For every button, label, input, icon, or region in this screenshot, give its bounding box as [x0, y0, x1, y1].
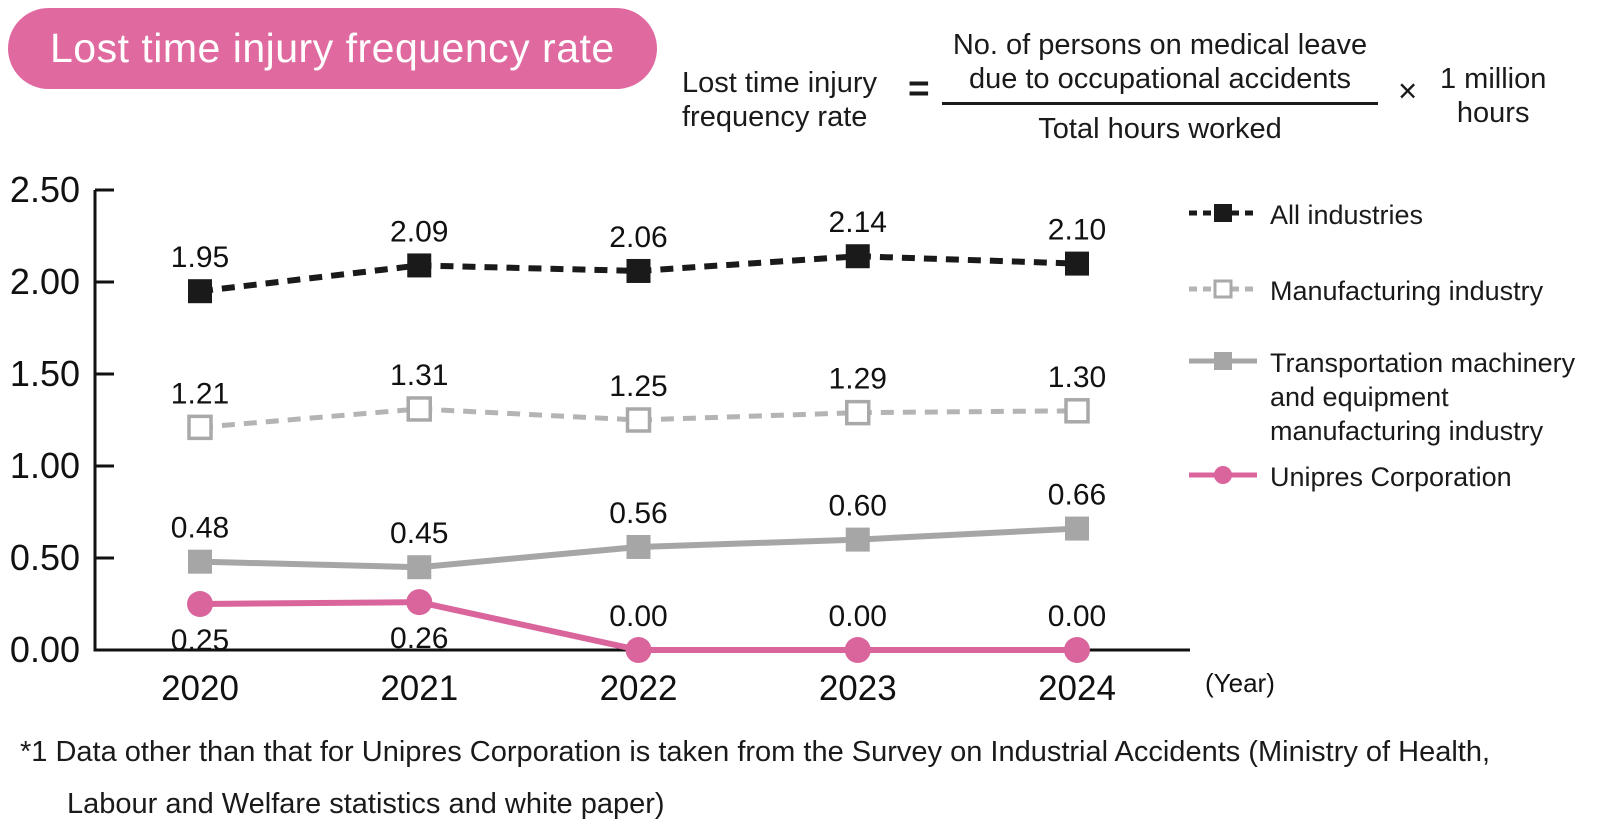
value-label: 1.29: [829, 363, 887, 396]
value-label: 0.45: [390, 517, 448, 550]
value-label: 1.95: [171, 241, 229, 274]
data-point: [844, 637, 871, 663]
data-point: [407, 555, 432, 580]
x-tick-label: 2021: [380, 669, 458, 708]
fraction-bar: [942, 102, 1378, 105]
legend-item-unipres: Unipres Corporation: [1188, 460, 1618, 494]
value-label: 0.66: [1048, 479, 1106, 512]
formula-multiplier-line1: 1 million: [1440, 63, 1547, 95]
legend-label: Unipres Corporation: [1270, 462, 1512, 492]
legend-item-transportation: Transportation machinery and equipment m…: [1188, 346, 1618, 448]
value-label: 1.25: [609, 370, 667, 403]
data-point: [188, 279, 212, 304]
data-point: [187, 591, 213, 617]
data-point: [845, 527, 870, 552]
value-label: 0.56: [609, 497, 667, 530]
data-point: [406, 589, 433, 616]
legend-item-manufacturing: Manufacturing industry: [1188, 274, 1618, 308]
formula-multiplier: 1 million hours: [1440, 62, 1546, 130]
x-tick-label: 2024: [1038, 669, 1116, 708]
value-label: 0.00: [609, 600, 667, 633]
value-label: 0.60: [829, 490, 887, 523]
legend: All industries Manufacturing industry Tr…: [1188, 198, 1618, 494]
data-point: [188, 549, 212, 574]
formula-lhs-line2: frequency rate: [682, 101, 868, 133]
y-tick-label: 1.50: [10, 353, 80, 394]
formula-fraction: No. of persons on medical leave due to o…: [942, 28, 1378, 146]
formula-lhs-line1: Lost time injury: [682, 67, 878, 99]
value-label: 0.00: [829, 600, 887, 633]
x-tick-label: 2022: [600, 669, 678, 708]
data-point: [845, 399, 871, 426]
data-point: [1064, 398, 1090, 424]
equals-sign: =: [908, 68, 930, 109]
data-point: [845, 244, 870, 269]
manufacturing-marker-icon: [1189, 279, 1257, 299]
legend-label: Manufacturing industry: [1270, 276, 1544, 306]
page-title: Lost time injury frequency rate: [8, 8, 657, 89]
value-label: 1.21: [171, 377, 229, 410]
transportation-marker-icon: [1189, 352, 1257, 370]
footnote: *1 Data other than that for Unipres Corp…: [20, 736, 1491, 820]
x-axis-unit-label: (Year): [1205, 668, 1275, 698]
data-point: [187, 414, 213, 441]
data-point: [406, 396, 432, 422]
formula-denominator: Total hours worked: [1038, 113, 1282, 145]
data-point: [626, 258, 651, 283]
value-label: 0.00: [1048, 600, 1106, 633]
value-label: 1.30: [1048, 361, 1106, 394]
value-label: 0.26: [390, 622, 448, 655]
formula-multiplier-line2: hours: [1456, 97, 1530, 129]
legend-label: All industries: [1270, 200, 1424, 230]
line-chart: 2.50 2.00 1.50 1.00 0.50 0.00 1.95 2.09 2.06 2.14…: [10, 169, 1275, 708]
formula-numerator-line1: No. of persons on medical leave: [952, 29, 1368, 61]
data-point: [1064, 637, 1090, 663]
multiplication-sign: ×: [1398, 72, 1418, 109]
y-tick-label: 0.50: [10, 537, 80, 578]
data-point: [625, 407, 652, 433]
all-industries-marker-icon: [1189, 204, 1257, 222]
data-point: [1065, 251, 1089, 276]
value-label: 2.14: [829, 206, 887, 239]
formula-numerator: No. of persons on medical leave due to o…: [942, 28, 1378, 102]
y-tick-label: 2.00: [10, 261, 80, 302]
data-point: [407, 253, 432, 278]
y-tick-label: 2.50: [10, 169, 80, 210]
data-point: [1065, 516, 1089, 541]
series-line: [199, 406, 1078, 430]
data-point: [626, 534, 651, 559]
value-label: 2.06: [609, 221, 667, 254]
value-label: 0.25: [171, 624, 229, 657]
unipres-marker-icon: [1189, 466, 1257, 484]
formula-numerator-line2: due to occupational accidents: [968, 63, 1352, 95]
value-label: 2.09: [390, 215, 448, 248]
legend-item-all-industries: All industries: [1188, 198, 1618, 232]
formula-lhs: Lost time injury frequency rate: [682, 66, 877, 134]
value-label: 1.31: [390, 359, 448, 392]
x-tick-label: 2023: [819, 669, 897, 708]
data-point: [625, 637, 652, 663]
x-tick-label: 2020: [161, 669, 239, 708]
y-tick-label: 1.00: [10, 445, 80, 486]
y-tick-label: 0.00: [10, 629, 80, 670]
value-label: 2.10: [1048, 214, 1106, 247]
legend-label: Transportation machinery and equipment m…: [1270, 348, 1576, 446]
value-label: 0.48: [171, 512, 229, 545]
